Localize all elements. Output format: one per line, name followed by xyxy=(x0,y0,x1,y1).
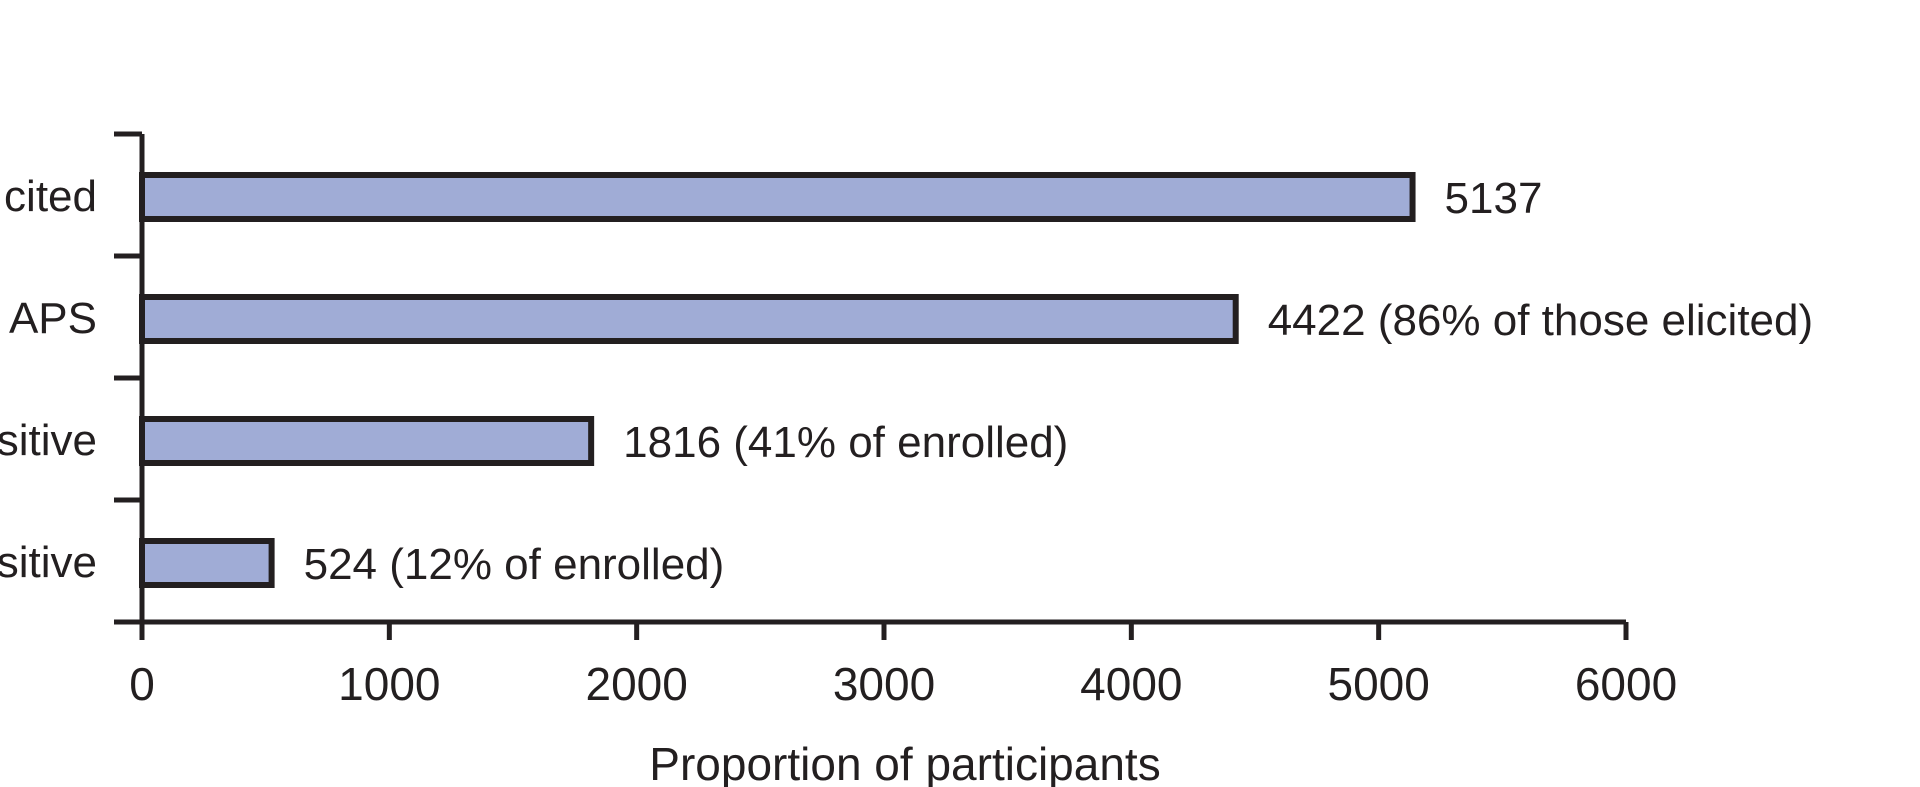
category-label: sitive xyxy=(0,416,97,465)
x-axis-title: Proportion of participants xyxy=(649,738,1160,787)
bars-layer xyxy=(139,172,1416,588)
x-tick-label: 6000 xyxy=(1575,658,1677,710)
data-label: 524 (12% of enrolled) xyxy=(304,540,725,589)
x-tick-label: 5000 xyxy=(1327,658,1429,710)
category-label: APS xyxy=(9,294,97,343)
x-tick-label: 2000 xyxy=(585,658,687,710)
axes-layer xyxy=(114,131,1629,640)
x-tick-label: 4000 xyxy=(1080,658,1182,710)
x-tick-label: 0 xyxy=(129,658,155,710)
bar xyxy=(139,538,275,588)
x-tick-label: 1000 xyxy=(338,658,440,710)
category-label: cited xyxy=(4,172,97,221)
data-label: 1816 (41% of enrolled) xyxy=(623,418,1068,467)
bar xyxy=(139,172,1416,222)
bar xyxy=(139,294,1239,344)
labels-layer: 0 1000 2000 3000 4000 5000 6000 cited 5137 APS 442… xyxy=(0,172,1813,710)
category-label: sitive xyxy=(0,538,97,587)
data-label: 5137 xyxy=(1445,174,1543,223)
bar xyxy=(139,416,595,466)
x-tick-label: 3000 xyxy=(833,658,935,710)
data-label: 4422 (86% of those elicited) xyxy=(1268,296,1813,345)
